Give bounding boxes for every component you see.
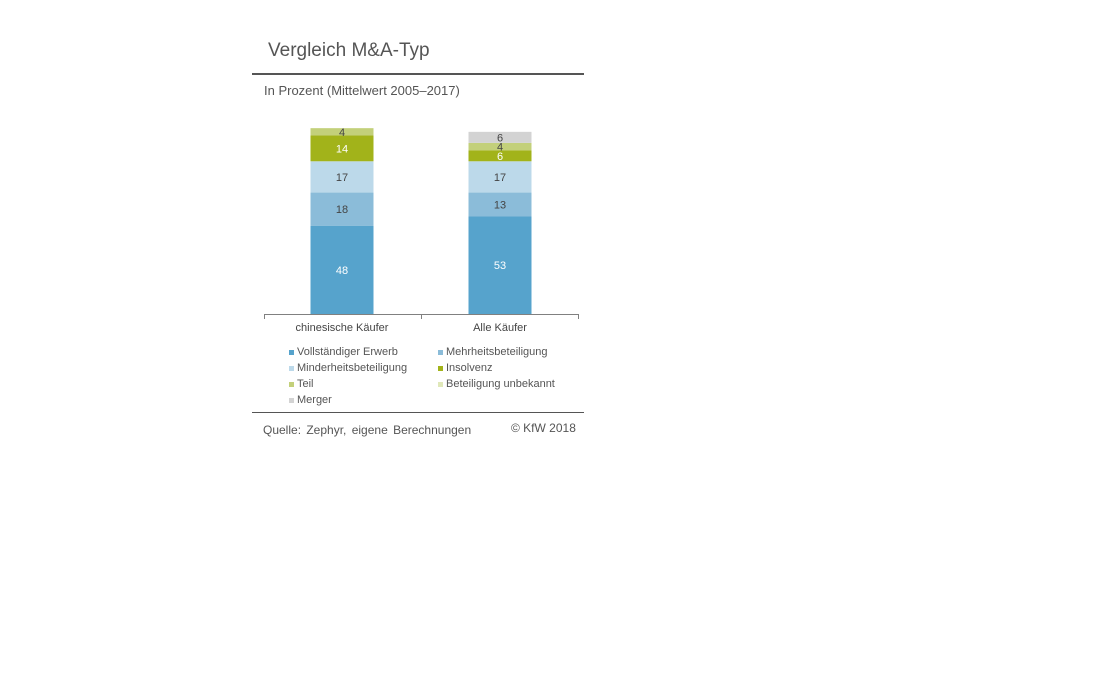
legend-label: Vollständiger Erwerb <box>297 346 398 358</box>
bar-segment <box>310 225 374 314</box>
x-tick-label: Alle Käufer <box>473 322 527 334</box>
legend-item: Minderheitsbeteiligung <box>289 362 407 374</box>
data-label: 17 <box>336 172 348 184</box>
legend-swatch <box>438 349 443 355</box>
bar-segment <box>468 161 532 193</box>
chart-title: Vergleich M&A-Typ <box>268 40 430 61</box>
bar-segment <box>468 216 532 314</box>
legend-label: Merger <box>297 394 332 406</box>
data-label: 53 <box>494 260 506 272</box>
legend-item: Insolvenz <box>438 362 492 374</box>
bottom-divider <box>252 412 584 413</box>
legend-item: Teil <box>289 378 314 390</box>
bar-segment <box>468 142 532 151</box>
copyright-note: © KfW 2018 <box>511 421 576 435</box>
top-divider <box>252 73 584 75</box>
legend-label: Mehrheitsbeteiligung <box>446 346 548 358</box>
data-label: 48 <box>336 265 348 277</box>
data-label: 4 <box>339 127 345 139</box>
legend-item: Merger <box>289 394 332 406</box>
data-label: 14 <box>336 143 348 155</box>
data-label: 6 <box>497 132 503 144</box>
legend-swatch <box>438 381 443 387</box>
bar-segment <box>310 128 374 136</box>
legend-swatch <box>438 365 443 371</box>
bar-segment <box>310 135 374 162</box>
legend-swatch <box>289 349 294 355</box>
x-tick-label: chinesische Käufer <box>296 322 389 334</box>
data-label: 6 <box>497 151 503 163</box>
data-label: 13 <box>494 200 506 212</box>
bar-segment <box>310 161 374 193</box>
chart-subtitle: In Prozent (Mittelwert 2005–2017) <box>264 83 460 98</box>
legend-swatch <box>289 381 294 387</box>
bar-segment <box>468 150 532 162</box>
legend-label: Insolvenz <box>446 362 493 374</box>
bar-segment <box>468 192 532 217</box>
legend-label: Teil <box>297 378 314 390</box>
legend-swatch <box>289 397 294 403</box>
legend-swatch <box>289 365 294 371</box>
bar-segment <box>468 131 532 143</box>
legend-label: Beteiligung unbekannt <box>446 378 555 390</box>
data-label: 4 <box>497 142 503 154</box>
legend-item: Vollständiger Erwerb <box>289 346 398 358</box>
data-label: 18 <box>336 204 348 216</box>
legend-item: Mehrheitsbeteiligung <box>438 346 548 358</box>
data-label: 17 <box>494 172 506 184</box>
source-note: Quelle: Zephyr, eigene Berechnungen <box>263 423 472 437</box>
bar-segment <box>310 192 374 226</box>
legend-label: Minderheitsbeteiligung <box>297 362 408 374</box>
legend-item: Beteiligung unbekannt <box>438 378 555 390</box>
